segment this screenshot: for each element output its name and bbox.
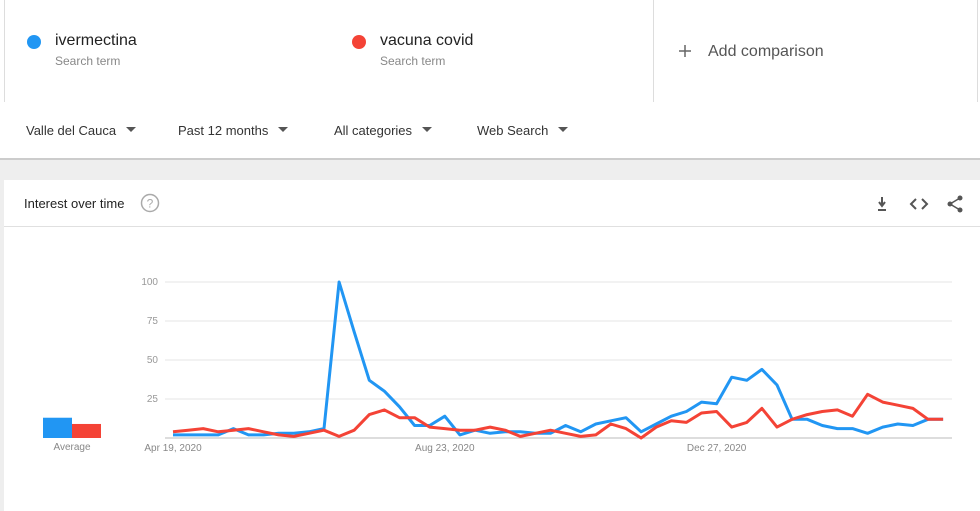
term-sub: Search term bbox=[55, 54, 121, 68]
add-card[interactable]: Add comparison bbox=[654, 0, 978, 102]
y-tick-label: 100 bbox=[141, 277, 158, 288]
add-comparison: Add comparison bbox=[708, 43, 824, 60]
filter[interactable]: Web Search bbox=[477, 123, 568, 138]
average-bar bbox=[72, 423, 101, 438]
filter[interactable]: Valle del Cauca bbox=[26, 123, 136, 138]
divider bbox=[4, 226, 980, 227]
x-tick-label: Aug 23, 2020 bbox=[415, 443, 475, 454]
y-tick-label: 50 bbox=[147, 355, 159, 366]
svg-text:?: ? bbox=[147, 197, 154, 211]
panel: Interest over time ? bbox=[4, 180, 980, 511]
legend-dot bbox=[27, 35, 41, 49]
term-sub: Search term bbox=[380, 54, 446, 68]
series-line bbox=[173, 280, 944, 437]
panel-title: Interest over time bbox=[24, 196, 125, 211]
series-line bbox=[172, 392, 944, 440]
average-label: Average bbox=[53, 442, 91, 453]
help-icon[interactable]: ? bbox=[140, 193, 160, 213]
y-tick-label: 75 bbox=[147, 316, 159, 327]
filter[interactable]: Past 12 months bbox=[178, 123, 288, 138]
average-bar bbox=[43, 417, 72, 438]
term-card[interactable]: ivermectina Search term bbox=[4, 0, 331, 102]
plus-icon bbox=[679, 45, 691, 57]
filter[interactable]: All categories bbox=[334, 123, 432, 138]
term-card[interactable]: vacuna covid Search term bbox=[330, 0, 654, 102]
x-tick-label: Dec 27, 2020 bbox=[687, 443, 747, 454]
panel-icons[interactable] bbox=[876, 194, 966, 214]
term-name: ivermectina bbox=[55, 32, 137, 49]
x-tick-label: Apr 19, 2020 bbox=[144, 443, 202, 454]
legend-dot bbox=[352, 35, 366, 49]
term-name: vacuna covid bbox=[380, 32, 474, 49]
y-tick-label: 25 bbox=[147, 394, 159, 405]
